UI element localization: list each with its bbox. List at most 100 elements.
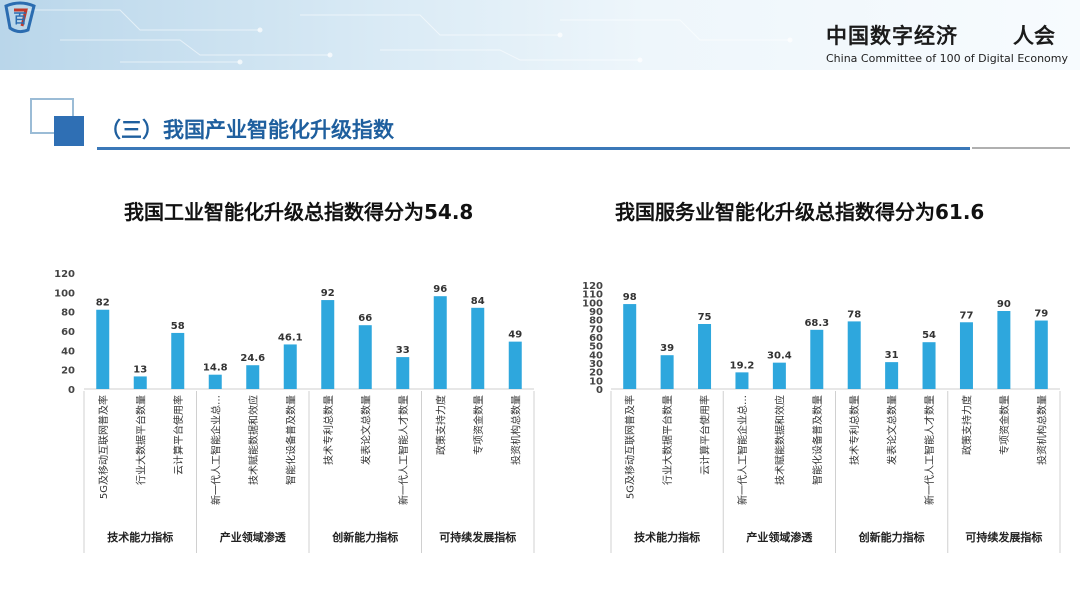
y-tick-label: 30 xyxy=(589,359,603,370)
category-label: 投资机构总数量 xyxy=(1035,395,1048,465)
bar xyxy=(660,355,674,389)
y-tick-label: 40 xyxy=(61,346,75,357)
category-label: 5G及移动互联网普及率 xyxy=(97,395,110,499)
category-label: 投资机构总数量 xyxy=(509,395,522,465)
bar xyxy=(246,365,260,389)
category-label: 新一代人工智能企业总… xyxy=(736,395,749,505)
bar xyxy=(885,362,899,389)
bar xyxy=(997,311,1011,389)
chart-title-services: 我国服务业智能化升级总指数得分为61.6 xyxy=(615,200,985,224)
y-tick-label: 80 xyxy=(61,308,75,319)
category-label: 技术专利总数量 xyxy=(322,395,335,465)
header-banner: 中国数字经济 百 人会 China Committee of 100 of Di… xyxy=(0,0,1080,70)
group-label: 技术能力指标 xyxy=(634,530,700,544)
org-name: 中国数字经济 xyxy=(826,24,958,48)
data-label: 82 xyxy=(96,298,110,309)
y-tick-label: 40 xyxy=(589,350,603,361)
group-label: 创新能力指标 xyxy=(858,530,925,544)
data-label: 92 xyxy=(321,288,335,299)
data-label: 39 xyxy=(660,343,674,354)
bar xyxy=(772,362,786,389)
category-label: 技术赋能数据和效应 xyxy=(247,395,260,485)
category-label: 技术赋能数据和效应 xyxy=(773,395,786,485)
chart-title-industry: 我国工业智能化升级总指数得分为54.8 xyxy=(124,200,474,224)
bar xyxy=(1034,320,1048,389)
y-tick-label: 100 xyxy=(582,298,603,309)
y-tick-label: 20 xyxy=(61,366,75,377)
bar xyxy=(208,374,222,389)
category-label: 5G及移动互联网普及率 xyxy=(624,395,637,499)
bar xyxy=(471,307,485,389)
bar xyxy=(283,344,297,389)
data-label: 33 xyxy=(396,345,410,356)
data-label: 19.2 xyxy=(730,360,755,371)
data-label: 13 xyxy=(133,364,147,375)
bar xyxy=(623,304,637,389)
y-tick-label: 90 xyxy=(589,307,603,318)
y-tick-label: 0 xyxy=(596,385,603,396)
data-label: 49 xyxy=(508,330,522,341)
category-label: 发表论文总数量 xyxy=(886,395,899,465)
circuit-pattern-icon xyxy=(20,9,793,65)
bar xyxy=(171,332,185,389)
data-label: 98 xyxy=(623,292,637,303)
section-divider xyxy=(97,147,970,150)
category-label: 智能化设备普及数量 xyxy=(811,395,824,485)
y-tick-label: 50 xyxy=(589,342,603,353)
y-tick-label: 100 xyxy=(54,288,75,299)
category-label: 专项资金数量 xyxy=(998,395,1011,455)
bar xyxy=(810,329,824,389)
bar xyxy=(96,309,110,389)
category-label: 新一代人工智能人才数量 xyxy=(397,395,410,505)
section-divider-gray xyxy=(972,147,1070,149)
org-name-en: China Committee of 100 of Digital Econom… xyxy=(826,52,1068,65)
data-label: 46.1 xyxy=(278,332,303,343)
data-label: 75 xyxy=(698,312,712,323)
group-label: 产业领域渗透 xyxy=(220,530,287,544)
y-tick-label: 110 xyxy=(582,290,603,301)
bar xyxy=(922,342,936,389)
category-label: 新一代人工智能人才数量 xyxy=(923,395,936,505)
bar xyxy=(433,296,447,389)
data-label: 79 xyxy=(1034,309,1048,320)
data-label: 58 xyxy=(171,321,185,332)
category-label: 智能化设备普及数量 xyxy=(284,395,297,485)
bar xyxy=(321,300,335,389)
bar xyxy=(396,357,410,389)
org-suffix: 人会 xyxy=(1013,24,1055,48)
category-label: 行业大数据平台数量 xyxy=(661,395,674,485)
category-label: 新一代人工智能企业总… xyxy=(209,395,222,505)
y-tick-label: 70 xyxy=(589,324,603,335)
data-label: 84 xyxy=(471,296,485,307)
bar xyxy=(358,325,372,389)
bar xyxy=(847,321,861,389)
y-tick-label: 60 xyxy=(61,327,75,338)
data-label: 78 xyxy=(847,309,861,320)
data-label: 31 xyxy=(885,350,899,361)
group-label: 产业领域渗透 xyxy=(746,530,813,544)
y-tick-label: 0 xyxy=(68,385,75,396)
bar xyxy=(959,322,973,389)
org-logo-char: 百 xyxy=(13,12,26,27)
data-label: 90 xyxy=(997,299,1011,310)
y-tick-label: 120 xyxy=(582,281,603,292)
category-label: 发表论文总数量 xyxy=(359,395,372,465)
y-tick-label: 20 xyxy=(589,368,603,379)
bar xyxy=(735,372,749,389)
group-label: 可持续发展指标 xyxy=(965,530,1042,544)
data-label: 66 xyxy=(358,313,372,324)
y-tick-label: 80 xyxy=(589,316,603,327)
data-label: 68.3 xyxy=(804,318,829,329)
y-tick-label: 10 xyxy=(589,376,603,387)
data-label: 77 xyxy=(959,310,973,321)
section-title: （三）我国产业智能化升级指数 xyxy=(100,118,394,142)
group-label: 可持续发展指标 xyxy=(439,530,516,544)
category-label: 政策支持力度 xyxy=(434,395,447,455)
bar xyxy=(133,376,147,389)
y-tick-label: 60 xyxy=(589,333,603,344)
category-label: 技术专利总数量 xyxy=(848,395,861,465)
data-label: 54 xyxy=(922,330,936,341)
bar xyxy=(508,341,522,389)
